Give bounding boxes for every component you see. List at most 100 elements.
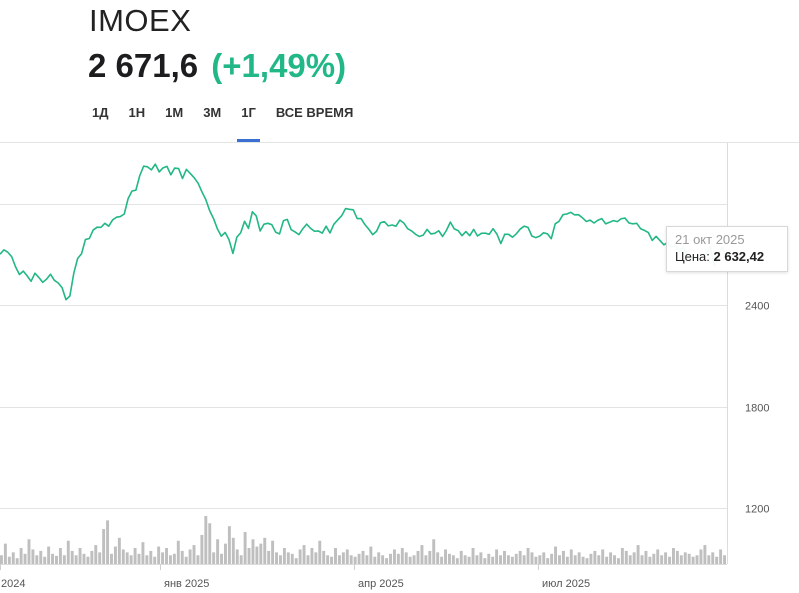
volume-bar bbox=[263, 537, 267, 564]
tab-3m[interactable]: 3М bbox=[203, 105, 222, 120]
price-change: (+1,49%) bbox=[211, 47, 347, 84]
volume-bar bbox=[7, 556, 11, 564]
volume-bar bbox=[361, 550, 365, 564]
volume-bar bbox=[691, 556, 695, 564]
volume-bar bbox=[86, 556, 90, 564]
volume-bar bbox=[593, 550, 597, 564]
volume-bar bbox=[711, 552, 715, 564]
volume-bar bbox=[255, 546, 259, 564]
volume-bar bbox=[137, 553, 141, 564]
volume-bar bbox=[412, 555, 416, 564]
volume-bar bbox=[396, 553, 400, 564]
volume-bar bbox=[679, 555, 683, 564]
volume-bar bbox=[23, 553, 27, 564]
volume-bar bbox=[157, 546, 161, 564]
volume-bar bbox=[220, 553, 223, 564]
volume-bar bbox=[671, 548, 675, 564]
volume-bar bbox=[239, 555, 243, 564]
volume-bar bbox=[455, 558, 459, 564]
volume-bar bbox=[231, 537, 235, 564]
volume-bar bbox=[687, 553, 691, 564]
volume-bar bbox=[475, 555, 479, 564]
tooltip-date: 21 окт 2025 bbox=[675, 232, 745, 247]
volume-bar bbox=[184, 556, 188, 564]
tab-1y[interactable]: 1Г bbox=[231, 104, 266, 142]
x-tick-label: июл 2025 bbox=[542, 578, 590, 590]
tooltip-price-label: Цена: bbox=[675, 249, 710, 264]
tab-1d[interactable]: 1Д bbox=[92, 105, 109, 120]
volume-bar bbox=[609, 552, 613, 564]
volume-bar bbox=[294, 558, 298, 564]
volume-bar bbox=[444, 549, 447, 564]
volume-bar bbox=[451, 555, 455, 564]
volume-bar bbox=[503, 550, 506, 564]
volume-bar bbox=[43, 556, 47, 564]
volume-bar bbox=[282, 548, 286, 564]
volume-bar bbox=[345, 549, 349, 564]
volume-bar bbox=[365, 555, 369, 564]
volume-bar bbox=[161, 552, 165, 564]
price-chart[interactable]: 2400 1800 1200 2024 янв 2025 апр 2025 июл 2025 bbox=[0, 143, 799, 593]
volume-bar bbox=[389, 553, 392, 564]
tab-1m[interactable]: 1М bbox=[165, 105, 184, 120]
volume-bar bbox=[644, 550, 648, 564]
volume-bar bbox=[141, 542, 145, 564]
volume-bar bbox=[440, 556, 444, 564]
volume-bar bbox=[459, 550, 463, 564]
volume-bar bbox=[585, 558, 589, 564]
volume-bar bbox=[334, 548, 337, 564]
volume-bar bbox=[573, 555, 577, 564]
volume-bar bbox=[192, 545, 196, 564]
volume-bar bbox=[90, 550, 94, 564]
y-tick-label: 1200 bbox=[745, 504, 769, 516]
volume-bar bbox=[597, 555, 601, 564]
volume-bar bbox=[447, 553, 451, 564]
volume-bar bbox=[377, 552, 381, 564]
volume-bar bbox=[487, 553, 491, 564]
volume-bar bbox=[3, 543, 7, 564]
volume-bar bbox=[247, 548, 251, 564]
volume-bar bbox=[408, 556, 412, 564]
volume-bar bbox=[19, 548, 23, 564]
volume-bar bbox=[550, 553, 554, 564]
volume-bar bbox=[330, 556, 334, 564]
volume-bar bbox=[117, 537, 121, 564]
volume-bar bbox=[542, 552, 546, 564]
volume-bar bbox=[479, 552, 483, 564]
volume-bar bbox=[227, 526, 231, 564]
volume-bar bbox=[78, 548, 82, 564]
volume-bar bbox=[357, 553, 361, 564]
volume-bar bbox=[70, 550, 74, 564]
volume-bar bbox=[66, 540, 70, 564]
volume-bar bbox=[27, 539, 31, 564]
volume-bar bbox=[424, 555, 428, 564]
volume-bar bbox=[636, 545, 640, 564]
volume-bar bbox=[530, 552, 534, 564]
volume-bar bbox=[589, 553, 593, 564]
volume-bar bbox=[11, 552, 15, 564]
volume-bar bbox=[381, 555, 385, 564]
tab-all-time[interactable]: ВСЕ ВРЕМЯ bbox=[275, 105, 354, 120]
volume-bar bbox=[514, 553, 518, 564]
volume-bar bbox=[715, 556, 719, 564]
volume-bar bbox=[554, 546, 558, 564]
volume-bar bbox=[341, 552, 345, 564]
volume-bar bbox=[656, 549, 660, 564]
volume-bar bbox=[180, 550, 184, 564]
volume-bar bbox=[259, 543, 263, 564]
volume-bar bbox=[267, 550, 271, 564]
volume-bar bbox=[172, 553, 176, 564]
volume-bar bbox=[31, 549, 35, 564]
volume-bar bbox=[518, 550, 522, 564]
volume-bar bbox=[145, 555, 149, 564]
volume-bar bbox=[275, 552, 279, 564]
volume-bar bbox=[62, 555, 66, 564]
tab-1w[interactable]: 1Н bbox=[128, 105, 146, 120]
ticker-title: IMOEX bbox=[89, 3, 192, 38]
tabs-divider bbox=[0, 142, 799, 143]
volume-bar bbox=[113, 546, 117, 564]
volume-bar bbox=[235, 549, 239, 564]
volume-bar bbox=[243, 532, 247, 564]
volume-bar bbox=[369, 546, 373, 564]
volume-bar bbox=[290, 553, 294, 564]
